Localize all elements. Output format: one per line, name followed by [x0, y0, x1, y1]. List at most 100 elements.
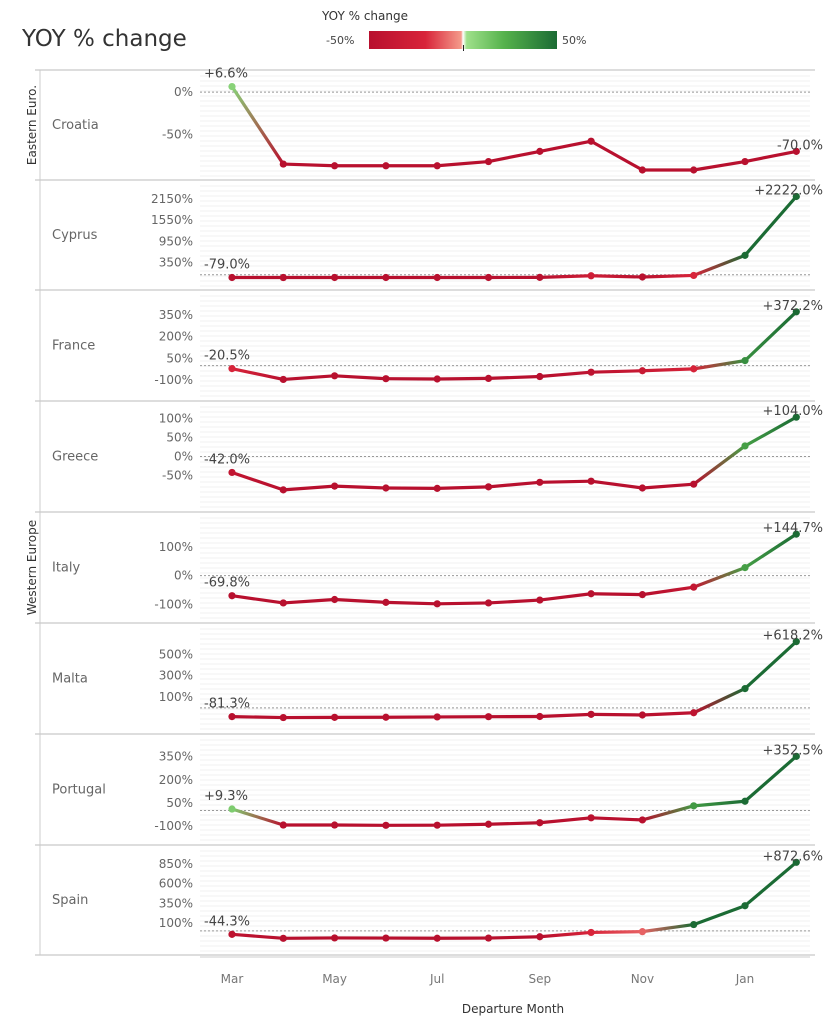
row-portugal-data-point — [433, 821, 441, 829]
row-croatia-ytick-label: -50% — [162, 127, 193, 141]
row-spain-line-segment — [743, 860, 798, 908]
row-croatia-line-segment — [538, 139, 593, 153]
row-malta-data-point — [228, 713, 236, 721]
row-italy-data-point — [792, 530, 800, 538]
row-spain-line-segment — [692, 904, 747, 927]
row-malta-line-segment — [640, 711, 696, 717]
row-greece-end-label: +104.0% — [763, 404, 823, 419]
row-croatia-data-point — [433, 162, 441, 170]
row-malta-end-label: +618.2% — [763, 629, 823, 644]
row-croatia-line-segment — [281, 162, 337, 168]
row-malta-data-point — [690, 709, 698, 717]
row-spain-label: Spain — [52, 893, 88, 908]
row-croatia-ytick-label: 0% — [174, 85, 193, 99]
row-france-line-segment — [692, 359, 747, 371]
row-portugal-data-point — [587, 814, 595, 822]
row-france-ytick-label: 350% — [159, 308, 193, 322]
row-italy-line-segment — [692, 566, 747, 589]
row-cyprus-data-point — [331, 273, 339, 282]
row-portugal-label: Portugal — [52, 783, 106, 798]
legend-max-label: 50% — [562, 34, 587, 47]
row-spain-ytick-label: 350% — [159, 896, 193, 910]
row-spain-data-point — [587, 928, 595, 937]
row-greece-line-segment — [435, 485, 491, 490]
row-croatia-data-point — [484, 157, 493, 166]
row-cyprus-line-segment — [743, 194, 798, 257]
row-italy-line-segment — [230, 594, 285, 605]
row-croatia-line-segment — [692, 159, 747, 172]
row-greece-line-segment — [333, 484, 388, 490]
row-portugal-ytick-label: 50% — [166, 796, 193, 810]
row-malta-ytick-label: 100% — [159, 690, 193, 704]
row-greece-line-segment — [281, 484, 337, 492]
row-france-data-point — [587, 368, 595, 376]
row-cyprus-data-point — [279, 273, 287, 282]
row-croatia-data-point — [587, 137, 595, 145]
row-cyprus-data-point — [792, 192, 800, 201]
row-greece-ytick-label: -50% — [162, 468, 193, 482]
row-croatia-data-point — [331, 162, 339, 170]
row-malta-data-point — [331, 713, 339, 721]
row-malta-data-point — [433, 713, 441, 721]
row-malta-data-point — [279, 713, 287, 722]
legend-zero-tick — [463, 45, 464, 51]
row-cyprus-label: Cyprus — [52, 228, 98, 243]
row-italy-line-segment — [589, 592, 645, 597]
row-portugal-line-segment — [538, 816, 593, 825]
row-cyprus-ytick-label: 2150% — [151, 192, 193, 206]
row-italy-line-segment — [538, 592, 593, 602]
row-greece-data-point — [690, 480, 698, 488]
row-italy-line-segment — [281, 597, 337, 605]
row-cyprus-data-point — [382, 273, 390, 282]
row-malta-data-point — [484, 713, 493, 721]
row-italy-line-segment — [333, 597, 388, 604]
x-tick-label: Sep — [528, 972, 551, 986]
legend-min-label: -50% — [326, 34, 355, 47]
row-portugal-end-label: +352.5% — [763, 743, 823, 758]
row-portugal-line-segment — [435, 822, 491, 827]
row-france-start-label: -20.5% — [204, 349, 250, 364]
row-croatia-line-segment — [435, 159, 491, 168]
row-cyprus-data-point — [741, 251, 749, 259]
row-croatia-data-point — [382, 162, 390, 170]
row-greece-data-point — [228, 468, 236, 477]
row-greece-data-point — [638, 484, 647, 492]
row-italy-data-point — [433, 600, 441, 608]
row-malta-ytick-label: 500% — [159, 647, 193, 661]
row-france-data-point — [484, 374, 493, 383]
row-greece-line-segment — [230, 470, 285, 492]
row-greece-ytick-label: 50% — [166, 431, 193, 445]
row-portugal-data-point — [382, 821, 390, 829]
row-croatia-end-label: -70.0% — [777, 138, 823, 153]
row-portugal-data-point — [331, 821, 339, 829]
row-italy-ytick-label: 100% — [159, 540, 193, 554]
row-france-data-point — [690, 365, 698, 373]
row-croatia-data-point — [792, 147, 800, 155]
group-label-western: Western Europe — [25, 520, 39, 615]
row-croatia-line-segment — [743, 149, 798, 164]
row-italy-data-point — [228, 592, 236, 600]
row-croatia-label: Croatia — [52, 118, 99, 133]
row-italy-line-segment — [486, 598, 542, 605]
row-spain-end-label: +872.6% — [763, 849, 823, 864]
row-greece-line-segment — [743, 415, 798, 448]
row-portugal-line-segment — [640, 804, 696, 822]
row-portugal-line-segment — [743, 754, 798, 803]
row-italy-end-label: +144.7% — [763, 521, 823, 536]
row-croatia-start-label: +6.6% — [204, 67, 248, 82]
row-france-data-point — [228, 365, 236, 373]
row-croatia-line-segment — [486, 149, 542, 164]
row-spain-data-point — [690, 920, 698, 929]
row-cyprus-data-point — [433, 273, 441, 282]
row-portugal-data-point — [741, 797, 749, 805]
row-cyprus-line-segment — [640, 273, 696, 279]
row-greece-data-point — [741, 442, 749, 450]
row-spain-line-segment — [486, 935, 542, 940]
row-france-line-segment — [538, 370, 593, 379]
row-cyprus-ytick-label: 350% — [159, 255, 193, 269]
row-cyprus-data-point — [587, 272, 595, 280]
row-greece-line-segment — [692, 444, 747, 486]
row-spain-data-point — [382, 934, 390, 942]
row-cyprus-ytick-label: 1550% — [151, 213, 193, 227]
